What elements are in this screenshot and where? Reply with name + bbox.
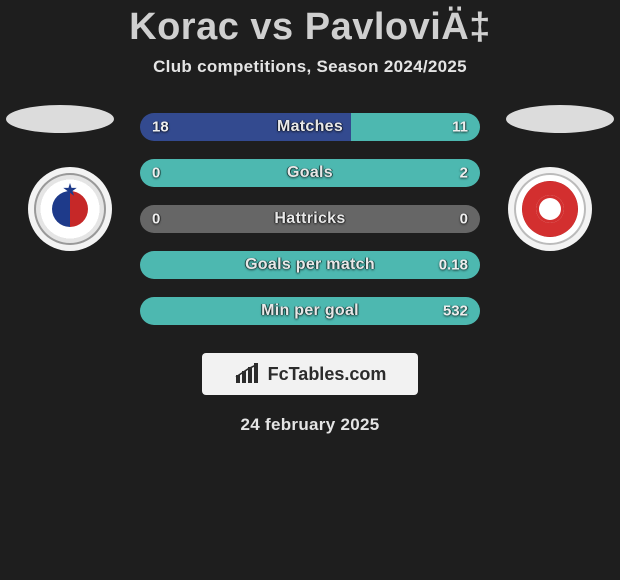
stat-row: 0.18 Goals per match xyxy=(140,251,480,279)
page-subtitle: Club competitions, Season 2024/2025 xyxy=(0,57,620,77)
stat-value-left: 0 xyxy=(152,211,160,228)
stat-row: 532 Min per goal xyxy=(140,297,480,325)
bars-icon xyxy=(234,363,262,385)
stat-row: 0 0 Hattricks xyxy=(140,205,480,233)
club-badge-right xyxy=(508,167,592,251)
stat-value-right: 0.18 xyxy=(439,257,468,274)
stat-value-right: 2 xyxy=(460,165,468,182)
player-photo-left xyxy=(6,105,114,133)
stat-value-left: 18 xyxy=(152,119,169,136)
club-badge-left xyxy=(28,167,112,251)
stat-label: Hattricks xyxy=(274,210,345,228)
vojvodina-crest-icon xyxy=(34,173,106,245)
stat-row: 0 2 Goals xyxy=(140,159,480,187)
comparison-date: 24 february 2025 xyxy=(0,415,620,435)
stat-label: Goals xyxy=(287,164,333,182)
stat-label: Min per goal xyxy=(261,302,359,320)
stat-value-left: 0 xyxy=(152,165,160,182)
branding-badge: FcTables.com xyxy=(202,353,418,395)
branding-text: FcTables.com xyxy=(268,364,387,385)
stat-label: Goals per match xyxy=(245,256,375,274)
stat-row: 18 11 Matches xyxy=(140,113,480,141)
stat-rows: 18 11 Matches 0 2 Goals 0 0 Hattricks 0.18 Goals p… xyxy=(140,113,480,325)
stat-value-right: 11 xyxy=(452,119,468,136)
stat-value-right: 532 xyxy=(443,303,468,320)
stat-value-right: 0 xyxy=(460,211,468,228)
stat-label: Matches xyxy=(277,118,343,136)
comparison-infographic: Korac vs PavloviÄ‡ Club competitions, Se… xyxy=(0,0,620,580)
main-area: 18 11 Matches 0 2 Goals 0 0 Hattricks 0.18 Goals p… xyxy=(0,105,620,335)
page-title: Korac vs PavloviÄ‡ xyxy=(0,0,620,49)
player-photo-right xyxy=(506,105,614,133)
radnicki-crest-icon xyxy=(514,173,586,245)
